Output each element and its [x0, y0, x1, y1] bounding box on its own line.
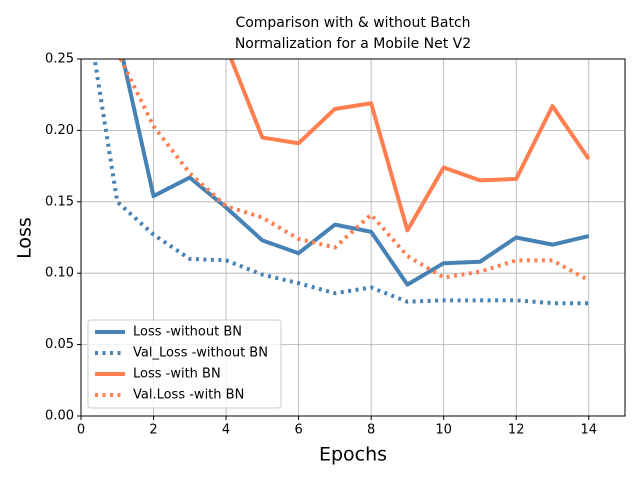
chart-title: Comparison with & without Batch [235, 15, 470, 31]
y-tick-label: 0.05 [45, 337, 74, 352]
y-tick-label: 0.20 [45, 123, 74, 138]
x-tick-label: 10 [435, 423, 452, 438]
x-tick-label: 12 [508, 423, 525, 438]
series-line [92, 59, 589, 306]
x-tick-label: 8 [367, 423, 375, 438]
x-tick-label: 0 [77, 423, 85, 438]
series-line [120, 59, 590, 287]
legend-box [87, 319, 282, 409]
legend-label: Loss -with BN [133, 367, 221, 382]
legend-label: Loss -without BN [133, 325, 242, 340]
y-tick-label: 0.15 [45, 194, 74, 209]
x-tick-label: 4 [222, 423, 230, 438]
chart-title: Normalization for a Mobile Net V2 [235, 36, 471, 52]
y-axis-label: Loss [14, 217, 36, 259]
series-line [229, 59, 591, 233]
axes-frame [80, 58, 626, 417]
y-tick-label: 0.25 [45, 52, 74, 67]
y-tick-label: 0.00 [45, 409, 74, 424]
legend-label: Val_Loss -without BN [133, 346, 268, 361]
x-tick-label: 14 [580, 423, 597, 438]
series-line [118, 59, 590, 283]
y-tick-label: 0.10 [45, 266, 74, 281]
legend: Loss -without BN Val_Loss -without BN Loss… [87, 319, 282, 409]
plot-area [92, 59, 591, 306]
legend-label: Val.Loss -with BN [133, 388, 244, 403]
x-axis-label: Epochs [319, 444, 387, 466]
x-tick-label: 6 [294, 423, 302, 438]
x-tick-label: 2 [149, 423, 157, 438]
